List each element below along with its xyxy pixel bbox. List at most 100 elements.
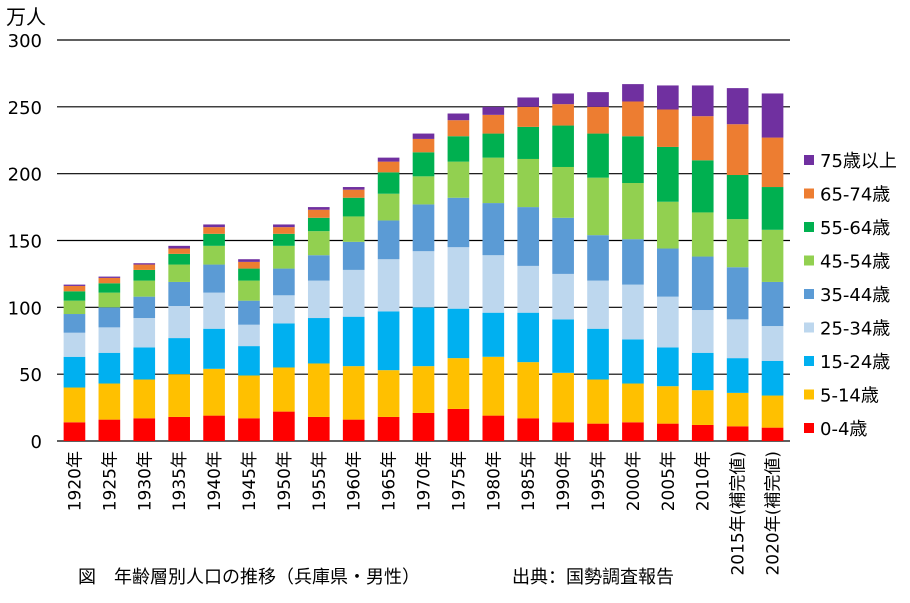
bar-segment: [761, 427, 784, 441]
bar-segment: [63, 300, 86, 315]
bar-segment: [168, 281, 190, 306]
source-note: 出典：国勢調査報告: [512, 567, 674, 588]
bar-segment: [307, 363, 330, 417]
bar-segment: [168, 305, 190, 339]
bar-segment: [133, 269, 156, 281]
bar-segment: [273, 367, 295, 412]
legend-swatch: [804, 255, 814, 266]
bar-segment: [377, 259, 400, 312]
bar-segment: [342, 216, 365, 242]
x-tick-label: 1960年: [345, 451, 365, 511]
bar-segment: [168, 416, 190, 441]
bar-segment: [447, 408, 470, 441]
bar-segment: [203, 245, 225, 265]
legend-item: 75歳以上: [804, 151, 897, 172]
x-tick-label: 1925年: [100, 451, 120, 511]
bar-segment: [377, 311, 400, 371]
bar-segment: [377, 172, 400, 194]
bar-segment: [377, 193, 400, 221]
bar-segment: [482, 203, 505, 256]
bar-segment: [412, 366, 435, 413]
bar-stack: [342, 187, 365, 441]
bar-segment: [482, 157, 505, 204]
bar-segment: [203, 227, 225, 234]
bar-segment: [238, 261, 260, 269]
bar-segment: [238, 375, 260, 419]
bar-stack: [761, 93, 784, 441]
y-tick-label: 150: [8, 232, 42, 253]
bar-segment: [168, 338, 190, 375]
legend-swatch: [804, 423, 814, 433]
bar-segment: [482, 255, 505, 313]
bar-stack: [517, 97, 540, 441]
bar-segment: [203, 292, 225, 329]
bar-segment: [691, 212, 714, 257]
bar-segment: [482, 106, 505, 115]
x-tick-label: 1970年: [415, 451, 435, 511]
legend-item: 15-24歳: [804, 352, 890, 373]
bar-segment: [622, 183, 644, 240]
y-tick-label: 250: [8, 98, 42, 119]
bar-segment: [377, 161, 400, 173]
bar-segment: [342, 419, 365, 441]
bar-segment: [622, 84, 644, 102]
bar-segment: [726, 267, 749, 320]
bar-segment: [587, 177, 609, 236]
bar-segment: [691, 160, 714, 213]
bar-segment: [761, 93, 784, 138]
bar-segment: [98, 276, 121, 278]
bar-segment: [761, 137, 784, 188]
bar-stack: [587, 92, 609, 441]
bar-segment: [63, 332, 86, 357]
bar-segment: [98, 383, 121, 420]
legend-label: 5-14歳: [820, 386, 879, 407]
bar-segment: [517, 418, 540, 441]
bar-segment: [168, 245, 190, 249]
x-tick-label: 1930年: [135, 451, 155, 511]
y-tick-label: 0: [31, 432, 42, 453]
bar-segment: [203, 264, 225, 293]
bar-segment: [238, 280, 260, 301]
bar-stack: [691, 85, 714, 441]
legend-item: 55-64歳: [804, 218, 890, 239]
bar-stack: [98, 276, 121, 441]
bar-segment: [63, 314, 86, 333]
bar-segment: [238, 268, 260, 281]
bar-segment: [342, 187, 365, 190]
x-tick-label: 1945年: [240, 451, 260, 511]
bar-segment: [377, 416, 400, 441]
bar-segment: [657, 248, 679, 297]
bar-segment: [447, 113, 470, 121]
legend: 75歳以上 65-74歳 55-64歳 45-54歳 35-44歳 25-34歳 15-24…: [804, 151, 897, 440]
bar-segment: [98, 292, 121, 308]
bar-segment: [307, 255, 330, 281]
bar-segment: [342, 316, 365, 367]
bar-segment: [657, 109, 679, 147]
bar-segment: [133, 418, 156, 441]
bar-segment: [273, 245, 295, 269]
bar-segment: [273, 224, 295, 228]
bar-segment: [98, 307, 121, 328]
bars: [63, 84, 784, 441]
bar-segment: [657, 296, 679, 348]
bar-segment: [168, 374, 190, 417]
bar-segment: [552, 217, 574, 274]
bar-segment: [63, 284, 86, 286]
bar-segment: [517, 97, 540, 107]
bar-segment: [133, 347, 156, 380]
bar-segment: [517, 265, 540, 313]
x-axis-tick-labels: 1920年 1925年 1930年 1935年 1940年 1945年 1950年 1955年…: [65, 451, 783, 576]
bar-segment: [726, 219, 749, 268]
figure-caption: 図 年齢層別人口の推移（兵庫県・男性）: [78, 567, 420, 588]
bar-segment: [587, 106, 609, 134]
bar-segment: [342, 189, 365, 198]
y-tick-label: 200: [8, 165, 42, 186]
x-tick-label: 1975年: [449, 451, 469, 511]
bar-segment: [63, 285, 86, 292]
bar-segment: [412, 307, 435, 367]
bar-segment: [587, 92, 609, 107]
bar-segment: [517, 207, 540, 266]
legend-label: 65-74歳: [820, 185, 890, 206]
bar-stack: [273, 224, 295, 441]
bar-segment: [273, 268, 295, 296]
